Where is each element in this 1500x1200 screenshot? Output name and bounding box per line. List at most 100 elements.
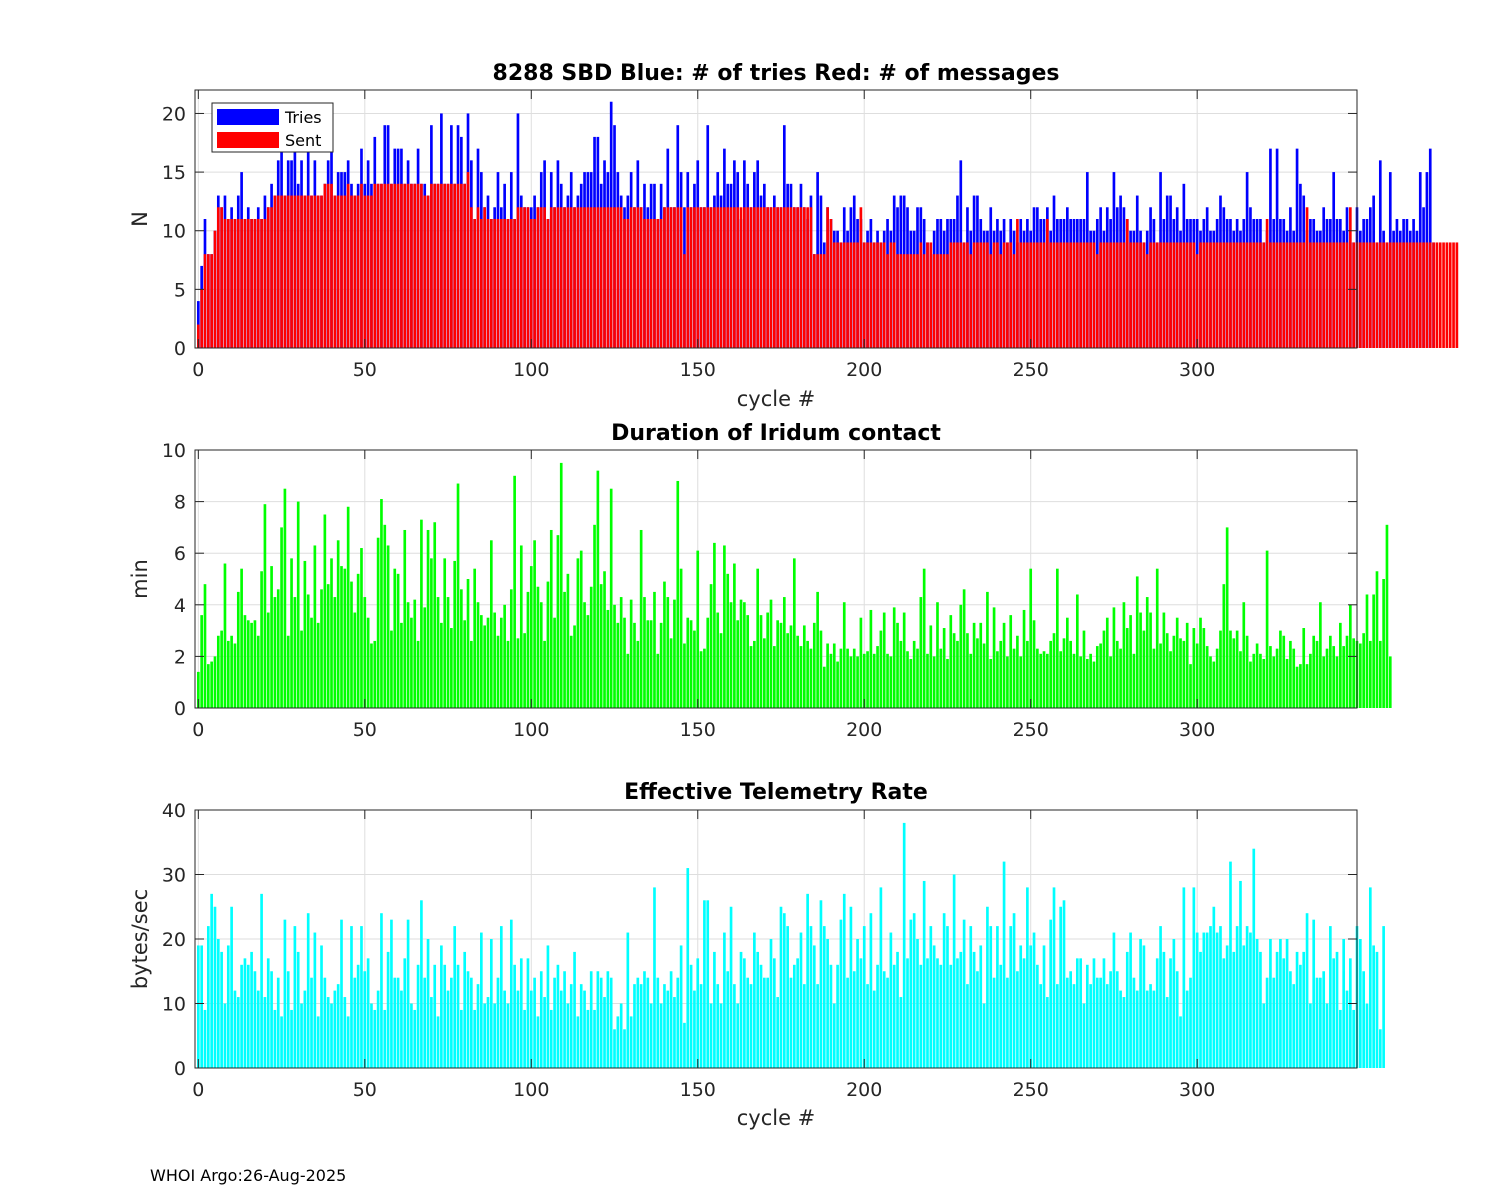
bar-duration [1205,646,1209,708]
bar-duration [519,545,523,708]
bar-rate [986,906,989,1068]
bar-duration [556,535,560,708]
bar-duration [266,612,270,708]
bar-rate [613,1029,616,1068]
bar-sent [1046,219,1049,348]
bar-duration [1049,640,1053,708]
bar-duration [403,529,407,708]
bar-sent [496,219,500,348]
bar-sent [1105,242,1109,348]
bar-duration [1092,661,1096,708]
bar-rate [393,977,397,1068]
bar-duration [836,661,839,708]
bar-sent [433,183,437,348]
bar-duration [450,628,453,708]
bar-sent [1085,242,1089,348]
bar-sent [1145,254,1149,348]
bar-rate [1016,971,1019,1068]
bar-duration [1382,579,1385,708]
bar-sent [723,207,726,348]
bar-duration [1215,648,1219,708]
bar-sent [460,183,463,348]
bar-sent [613,207,616,348]
bar-rate [1319,977,1322,1068]
bar-duration [819,630,823,708]
bar-rate [536,1016,540,1068]
tries-sent-panel: 0 50 100 150 200 250 300 0 5 10 15 20 8288 SBD Blue… [128,61,1459,411]
bar-duration [1339,622,1342,708]
bar-duration [889,656,893,708]
bar-rate [296,951,300,1068]
bar-rate [340,919,343,1068]
bar-duration [539,602,543,708]
bar-sent [929,242,933,348]
bar-duration [1239,651,1242,708]
bar-duration [1059,651,1062,708]
bar-sent [1299,242,1302,348]
bar-sent [639,207,643,348]
bar-duration [433,522,437,708]
bar-sent [1345,242,1349,348]
bar-duration [773,646,776,708]
bar-sent [523,207,526,348]
bar-duration [526,591,530,708]
legend-swatch-tries [217,109,279,125]
axes-box-2 [194,449,1358,709]
bar-rate [306,913,310,1068]
bar-duration [360,548,363,708]
x-tick-label: 0 [192,719,204,741]
bar-sent [276,195,280,348]
bar-rate [1219,926,1222,1068]
bar-rate [639,984,643,1068]
bar-sent [533,219,536,348]
bar-sent [346,183,350,348]
bar-rate [676,977,680,1068]
bar-duration [716,612,720,708]
bar-rate [1162,951,1166,1068]
bar-rate [1269,939,1272,1068]
bar-duration [952,633,956,708]
bar-duration [1225,527,1229,708]
bar-rate [1135,990,1139,1068]
bar-sent [1352,242,1355,348]
bar-rate [1046,997,1049,1068]
bar-rate [533,977,536,1068]
legend-swatch-sent [217,132,279,148]
bar-rate [516,990,520,1068]
bar-duration [1032,620,1036,708]
bar-sent [753,207,756,348]
bar-duration [413,599,417,708]
bar-sent [596,207,600,348]
bar-sent [556,207,560,348]
bar-sent [1089,242,1092,348]
bar-sent [1169,242,1172,348]
bar-rate [509,919,513,1068]
bar-rate [276,977,280,1068]
bar-rate [1242,945,1246,1068]
bar-rate [1232,951,1236,1068]
bar-duration [1199,617,1202,708]
bar-rate [1009,926,1013,1068]
bar-rate [450,977,453,1068]
bar-duration [1042,651,1046,708]
bar-sent [1102,242,1106,348]
bar-duration [1332,646,1336,708]
bar-sent [1129,242,1132,348]
bar-sent [1056,242,1059,348]
bar-rate [989,926,993,1068]
bar-rate [476,984,480,1068]
bar-sent [616,207,620,348]
bar-rate [729,906,733,1068]
bar-rate [253,971,257,1068]
bar-sent [1309,242,1312,348]
bar-rate [263,997,267,1068]
bar-duration [1175,617,1179,708]
bar-duration [693,630,696,708]
bar-rate [1079,958,1082,1068]
bar-duration [696,550,700,708]
bar-duration [430,558,433,708]
bar-rate [313,932,317,1068]
bar-sent [1372,242,1375,348]
bar-rate [899,997,903,1068]
bar-sent [826,207,829,348]
